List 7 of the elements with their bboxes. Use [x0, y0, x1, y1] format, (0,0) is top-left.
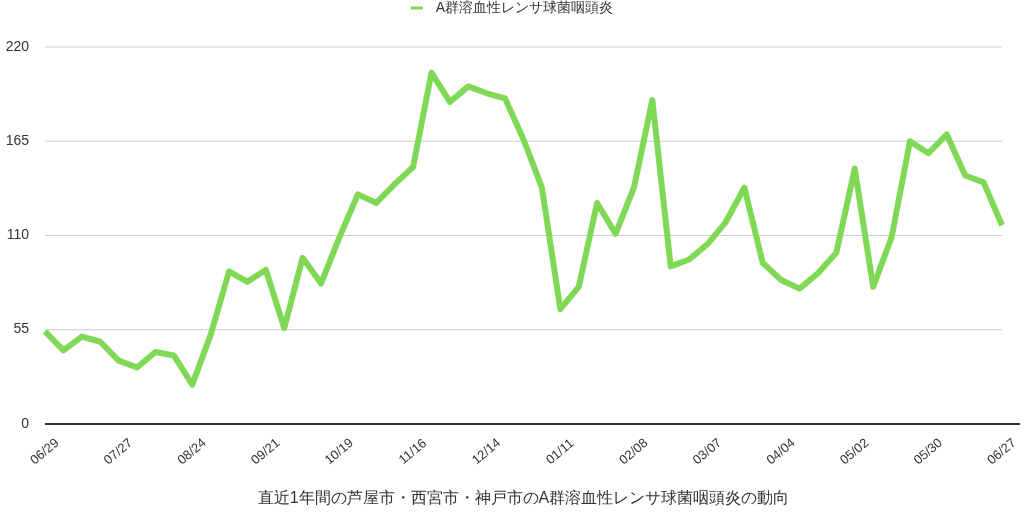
y-tick-label: 110 [6, 226, 30, 243]
y-tick-label: 0 [21, 414, 30, 431]
legend: A群溶血性レンサ球菌咽頭炎 [410, 0, 614, 15]
x-axis-title: 直近1年間の芦屋市・西宮市・神戸市のA群溶血性レンサ球菌咽頭炎の動向 [257, 489, 790, 506]
y-tick-label: 165 [5, 131, 30, 148]
y-tick-label: 55 [13, 320, 30, 337]
y-tick-label: 220 [5, 37, 30, 54]
